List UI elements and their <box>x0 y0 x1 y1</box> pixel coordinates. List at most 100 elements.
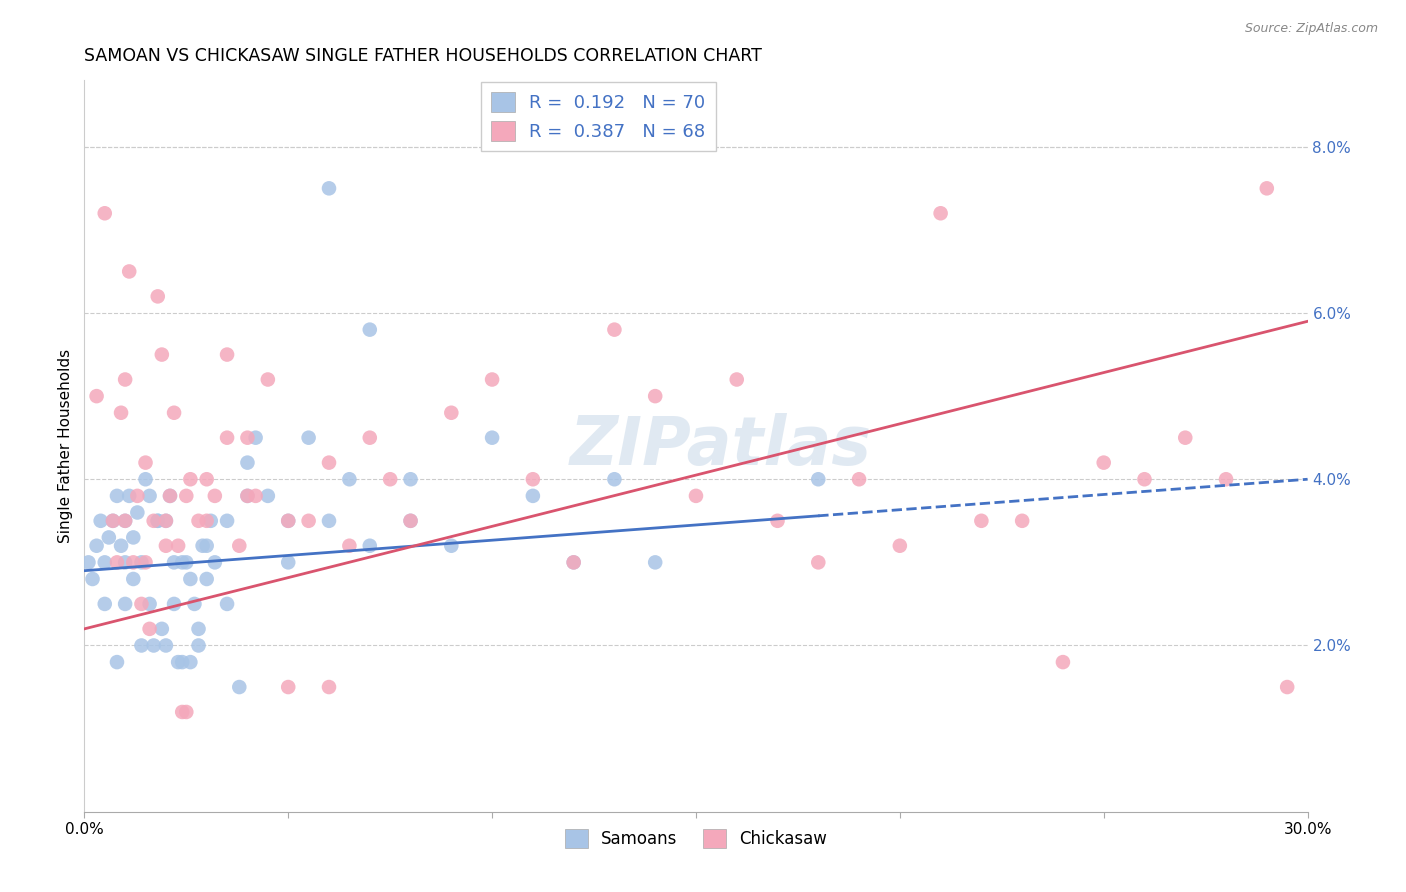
Text: Source: ZipAtlas.com: Source: ZipAtlas.com <box>1244 22 1378 36</box>
Point <box>122 555 145 569</box>
Point <box>204 489 226 503</box>
Point <box>174 705 197 719</box>
Point <box>195 539 218 553</box>
Point <box>155 514 177 528</box>
Point <box>131 555 153 569</box>
Point <box>105 655 128 669</box>
Point <box>245 489 267 503</box>
Text: SAMOAN VS CHICKASAW SINGLE FATHER HOUSEHOLDS CORRELATION CHART: SAMOAN VS CHICKASAW SINGLE FATHER HOUSEH… <box>84 47 762 65</box>
Point <box>228 539 250 553</box>
Point <box>1133 472 1156 486</box>
Point <box>277 514 299 528</box>
Point <box>725 372 748 386</box>
Point <box>399 472 422 486</box>
Point <box>970 514 993 528</box>
Point <box>159 489 181 503</box>
Point <box>217 514 239 528</box>
Point <box>93 597 115 611</box>
Point <box>114 555 136 569</box>
Point <box>97 530 120 544</box>
Point <box>217 597 239 611</box>
Point <box>522 489 544 503</box>
Point <box>217 431 239 445</box>
Point <box>131 597 153 611</box>
Point <box>159 489 181 503</box>
Point <box>101 514 124 528</box>
Point <box>93 206 115 220</box>
Point <box>179 655 201 669</box>
Point <box>110 406 132 420</box>
Point <box>195 472 218 486</box>
Point <box>142 639 165 653</box>
Point <box>155 514 177 528</box>
Point <box>1215 472 1237 486</box>
Point <box>1174 431 1197 445</box>
Point <box>807 472 830 486</box>
Point <box>127 506 149 520</box>
Point <box>163 555 186 569</box>
Point <box>82 572 104 586</box>
Point <box>1052 655 1074 669</box>
Point <box>603 323 626 337</box>
Point <box>359 323 381 337</box>
Y-axis label: Single Father Households: Single Father Households <box>58 349 73 543</box>
Point <box>163 406 186 420</box>
Point <box>138 489 160 503</box>
Point <box>195 572 218 586</box>
Point <box>277 555 299 569</box>
Point <box>522 472 544 486</box>
Point <box>105 489 128 503</box>
Point <box>174 489 197 503</box>
Point <box>118 489 141 503</box>
Point <box>644 389 666 403</box>
Point <box>644 555 666 569</box>
Point <box>118 264 141 278</box>
Point <box>174 555 197 569</box>
Point <box>167 655 190 669</box>
Point <box>172 555 194 569</box>
Point <box>93 555 115 569</box>
Point <box>399 514 422 528</box>
Point <box>440 539 463 553</box>
Point <box>86 539 108 553</box>
Point <box>236 489 259 503</box>
Point <box>179 572 201 586</box>
Point <box>77 555 100 569</box>
Point <box>90 514 112 528</box>
Legend: Samoans, Chickasaw: Samoans, Chickasaw <box>558 822 834 855</box>
Point <box>138 622 160 636</box>
Point <box>339 539 361 553</box>
Point <box>167 539 190 553</box>
Point <box>380 472 402 486</box>
Point <box>399 514 422 528</box>
Point <box>562 555 585 569</box>
Point <box>172 655 194 669</box>
Point <box>481 372 503 386</box>
Point <box>187 639 209 653</box>
Point <box>179 472 201 486</box>
Point <box>257 489 280 503</box>
Point <box>150 622 173 636</box>
Point <box>1092 456 1115 470</box>
Point <box>228 680 250 694</box>
Point <box>150 347 173 362</box>
Point <box>236 489 259 503</box>
Point <box>200 514 222 528</box>
Point <box>318 514 340 528</box>
Point <box>105 555 128 569</box>
Point <box>1011 514 1033 528</box>
Point <box>101 514 124 528</box>
Point <box>440 406 463 420</box>
Point <box>142 514 165 528</box>
Point <box>86 389 108 403</box>
Point <box>889 539 911 553</box>
Point <box>848 472 870 486</box>
Point <box>236 456 259 470</box>
Point <box>685 489 707 503</box>
Point <box>146 514 169 528</box>
Text: ZIPatlas: ZIPatlas <box>569 413 872 479</box>
Point <box>807 555 830 569</box>
Point <box>191 539 214 553</box>
Point <box>1277 680 1299 694</box>
Point <box>135 555 157 569</box>
